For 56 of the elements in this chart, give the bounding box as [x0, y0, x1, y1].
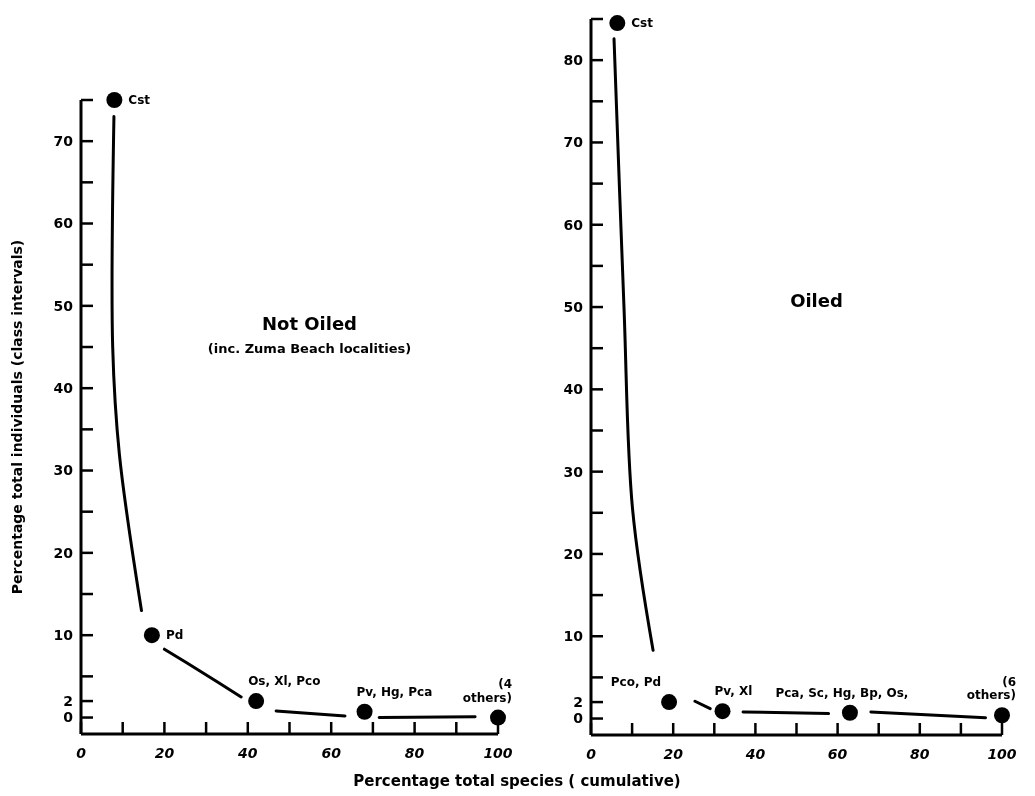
y-tick-label: 0: [63, 709, 74, 726]
y-tick-label: 30: [53, 462, 74, 479]
point: [356, 703, 373, 720]
annotation: Os, Xl, Pco: [248, 674, 321, 689]
y-tick-label: 50: [563, 298, 584, 315]
point: [609, 15, 626, 32]
y-tick-label: 20: [53, 544, 74, 561]
x-tick-label: 0: [586, 746, 597, 762]
y-tick-label: 40: [563, 381, 584, 398]
y-tick-label: 50: [53, 297, 74, 314]
x-tick-label: 60: [827, 746, 848, 762]
text: (inc. Zuma Beach localities): [207, 341, 412, 356]
y-tick-label: 30: [563, 463, 584, 480]
y-tick-label: 80: [563, 52, 584, 69]
y-tick-label: 70: [563, 134, 584, 151]
text: Not Oiled: [261, 313, 358, 334]
annotation: (4 others): [458, 677, 512, 705]
x-tick-label: 100: [483, 745, 513, 761]
point: [490, 709, 506, 726]
y-tick-label: 40: [53, 380, 74, 397]
y-tick-label: 20: [563, 545, 584, 562]
y-tick-label: 10: [563, 628, 584, 645]
point: [661, 694, 678, 711]
annotation: Cst: [128, 93, 151, 107]
y-tick-label: 60: [563, 216, 584, 233]
x-tick-label: 60: [321, 745, 342, 761]
annotation: Pca, Sc, Hg, Bp, Os,: [775, 685, 909, 700]
x-tick-label: 80: [910, 746, 930, 762]
y-tick-label: 2: [63, 692, 73, 709]
annotation: Pv, Hg, Pca: [356, 684, 433, 699]
x-tick-label: 0: [76, 745, 87, 761]
point: [714, 703, 731, 720]
y-tick-label: 2: [573, 693, 583, 710]
annotation: Cst: [631, 16, 654, 31]
point: [106, 92, 123, 108]
x-tick-label: 20: [663, 746, 684, 762]
x-tick-label: 40: [237, 745, 258, 761]
point: [994, 707, 1010, 724]
point: [248, 693, 265, 710]
y-axis-title: Percentage total individuals (class intervals): [9, 239, 25, 595]
x-axis-title: Percentage total species ( cumulative): [353, 772, 681, 790]
x-tick-label: 40: [744, 746, 766, 762]
annotation: Pd: [165, 628, 184, 643]
y-tick-label: 10: [53, 627, 74, 644]
point: [143, 627, 160, 644]
y-tick-label: 0: [573, 710, 584, 727]
y-tick-label: 60: [53, 215, 74, 232]
y-tick-label: 70: [53, 133, 74, 150]
x-tick-label: 20: [154, 745, 175, 761]
annotation: Pv, Xl: [714, 684, 753, 699]
x-tick-label: 80: [404, 745, 425, 761]
x-tick-label: 100: [987, 746, 1017, 762]
annotation: (6 others): [962, 675, 1016, 703]
text: Oiled: [790, 290, 843, 311]
annotation: Pco, Pd: [610, 675, 662, 690]
point: [841, 704, 858, 721]
